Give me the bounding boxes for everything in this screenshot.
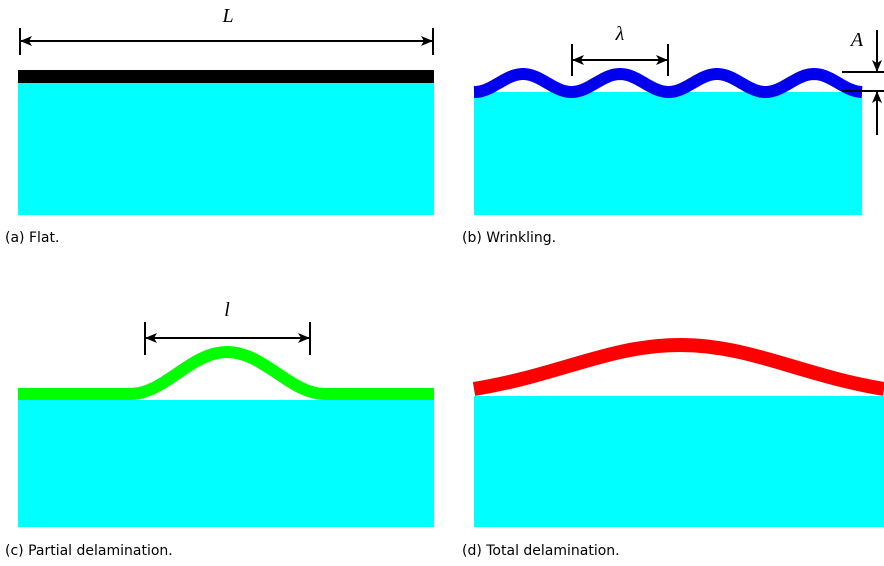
film <box>474 74 862 92</box>
caption: (c) Partial delamination. <box>5 543 173 559</box>
symbol: l <box>224 299 230 321</box>
substrate <box>18 400 434 527</box>
figure: L (a) Flat. λ A (b) Wrinkling. l (c) Par… <box>0 0 884 566</box>
panel-b: λ A (b) Wrinkling. <box>462 23 884 246</box>
panel-a: L (a) Flat. <box>5 5 434 246</box>
film <box>474 345 884 389</box>
symbol: A <box>849 29 864 51</box>
caption: (a) Flat. <box>5 230 59 246</box>
panel-d: (d) Total delamination. <box>462 345 884 559</box>
film <box>18 352 434 394</box>
symbol: L <box>221 5 233 27</box>
symbol: λ <box>615 23 625 45</box>
substrate <box>18 83 434 215</box>
substrate <box>474 396 884 527</box>
caption: (d) Total delamination. <box>462 543 620 559</box>
caption: (b) Wrinkling. <box>462 230 556 246</box>
substrate <box>474 92 862 215</box>
panel-c: l (c) Partial delamination. <box>5 299 434 559</box>
film <box>18 70 434 83</box>
